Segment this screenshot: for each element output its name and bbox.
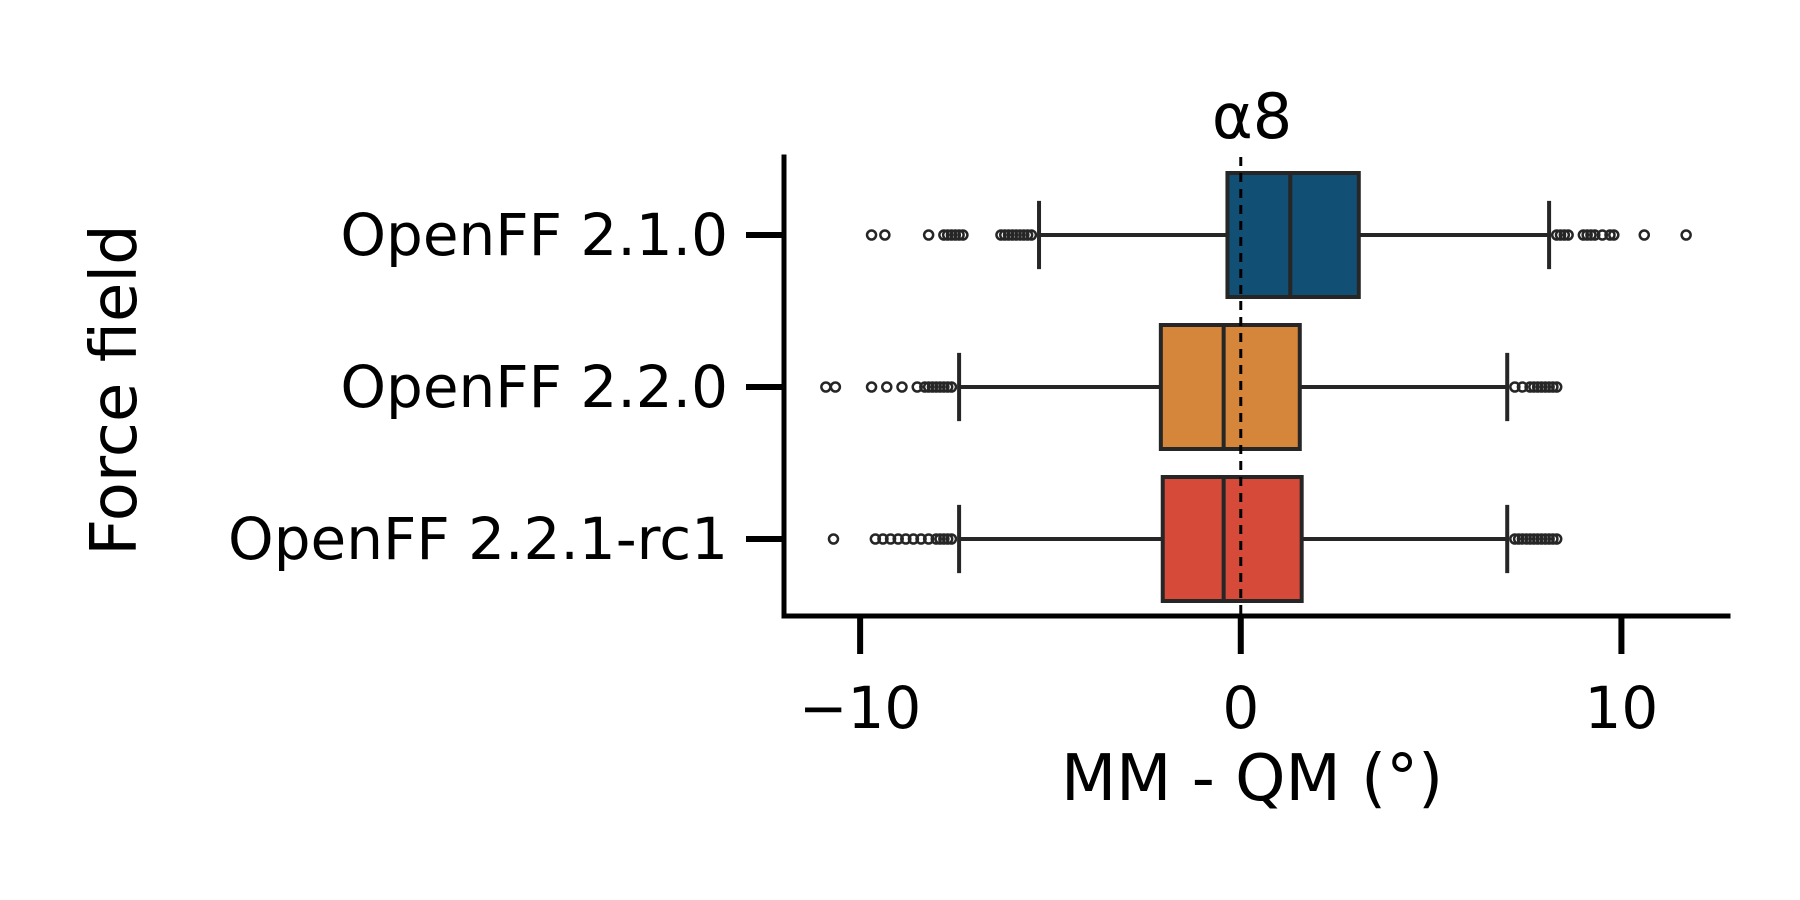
outlier-point — [881, 381, 893, 393]
outlier-point — [1535, 381, 1548, 393]
outlier-point — [953, 229, 965, 241]
outlier-point — [957, 229, 969, 241]
outlier-point — [1581, 229, 1593, 241]
outlier-point — [1025, 229, 1038, 241]
outlier-point — [911, 381, 923, 393]
outlier-point — [1516, 381, 1529, 393]
outlier-point — [1528, 381, 1540, 393]
outlier-point — [1014, 229, 1026, 241]
outlier-point — [922, 229, 935, 241]
outlier-point — [922, 381, 935, 393]
outlier-point — [896, 381, 908, 393]
outlier-point — [1547, 533, 1559, 545]
y-axis-title: Force field — [78, 224, 152, 556]
outlier-point — [1018, 229, 1030, 241]
outlier-point — [1638, 229, 1651, 241]
outlier-point — [1539, 381, 1552, 393]
outlier-point — [941, 381, 954, 393]
outlier-point — [1539, 533, 1552, 545]
outlier-point — [1002, 229, 1015, 241]
outlier-point — [1550, 229, 1563, 241]
outlier-point — [1608, 229, 1620, 241]
outlier-point — [1577, 229, 1590, 241]
outlier-point — [829, 381, 842, 393]
outlier-point — [1524, 533, 1536, 545]
outlier-point — [1010, 229, 1022, 241]
outlier-point — [1531, 533, 1544, 545]
outlier-point — [1516, 533, 1529, 545]
y-tick-label: OpenFF 2.1.0 — [340, 201, 728, 269]
outlier-point — [1535, 533, 1548, 545]
x-tick-label: −10 — [799, 674, 921, 742]
outlier-point — [930, 381, 943, 393]
outlier-point — [1585, 229, 1597, 241]
outlier-point — [1547, 381, 1559, 393]
outlier-point — [1550, 533, 1563, 545]
box — [1160, 475, 1304, 603]
outlier-point — [1520, 533, 1533, 545]
outlier-point — [820, 381, 832, 393]
outlier-point — [934, 533, 946, 545]
outlier-point — [1550, 381, 1563, 393]
plot-area: −10 0 10 OpenFF 2.1.0 OpenFF 2.2.0 OpenFF 2.2… — [228, 154, 1731, 742]
outlier-point — [1589, 229, 1601, 241]
outlier-point — [938, 229, 950, 241]
outlier-point — [941, 229, 954, 241]
outlier-point — [900, 533, 912, 545]
outlier-point — [1006, 229, 1019, 241]
outlier-point — [941, 533, 954, 545]
outlier-point — [907, 533, 920, 545]
outlier-point — [879, 229, 891, 241]
outlier-point — [999, 229, 1011, 241]
outlier-point — [865, 381, 878, 393]
outlier-point — [1509, 381, 1521, 393]
outlier-point — [945, 229, 958, 241]
outlier-point — [1543, 381, 1555, 393]
outlier-point — [877, 533, 889, 545]
outlier-point — [938, 381, 950, 393]
chart-title: α8 — [1212, 80, 1292, 153]
x-axis-title: MM - QM (°) — [1061, 742, 1443, 816]
outlier-point — [1596, 229, 1609, 241]
outlier-point — [869, 533, 882, 545]
outlier-point — [1562, 229, 1574, 241]
outlier-point — [1509, 533, 1521, 545]
outlier-point — [934, 381, 946, 393]
outlier-point — [892, 533, 904, 545]
outlier-point — [915, 533, 927, 545]
outlier-point — [938, 533, 950, 545]
outlier-point — [1680, 229, 1692, 241]
outlier-point — [865, 229, 878, 241]
x-tick-label: 10 — [1585, 674, 1659, 742]
x-tick-label: 0 — [1222, 674, 1259, 742]
outlier-point — [1528, 533, 1540, 545]
outlier-point — [1524, 381, 1536, 393]
outlier-point — [926, 381, 939, 393]
outlier-point — [1554, 229, 1567, 241]
y-tick-label: OpenFF 2.2.0 — [340, 353, 728, 421]
outlier-point — [1604, 229, 1616, 241]
outlier-point — [919, 381, 931, 393]
y-tick-label: OpenFF 2.2.1-rc1 — [228, 505, 728, 573]
outlier-point — [1531, 381, 1544, 393]
outlier-point — [945, 381, 958, 393]
outlier-point — [945, 533, 958, 545]
outlier-point — [930, 533, 943, 545]
outlier-point — [1543, 533, 1555, 545]
outlier-point — [1558, 229, 1571, 241]
outlier-point — [995, 229, 1007, 241]
outlier-point — [1021, 229, 1034, 241]
outlier-point — [827, 533, 840, 545]
box — [1158, 323, 1302, 451]
outlier-point — [884, 533, 897, 545]
outlier-point — [1512, 533, 1525, 545]
outlier-point — [922, 533, 935, 545]
box — [1225, 171, 1361, 299]
outlier-point — [949, 229, 962, 241]
